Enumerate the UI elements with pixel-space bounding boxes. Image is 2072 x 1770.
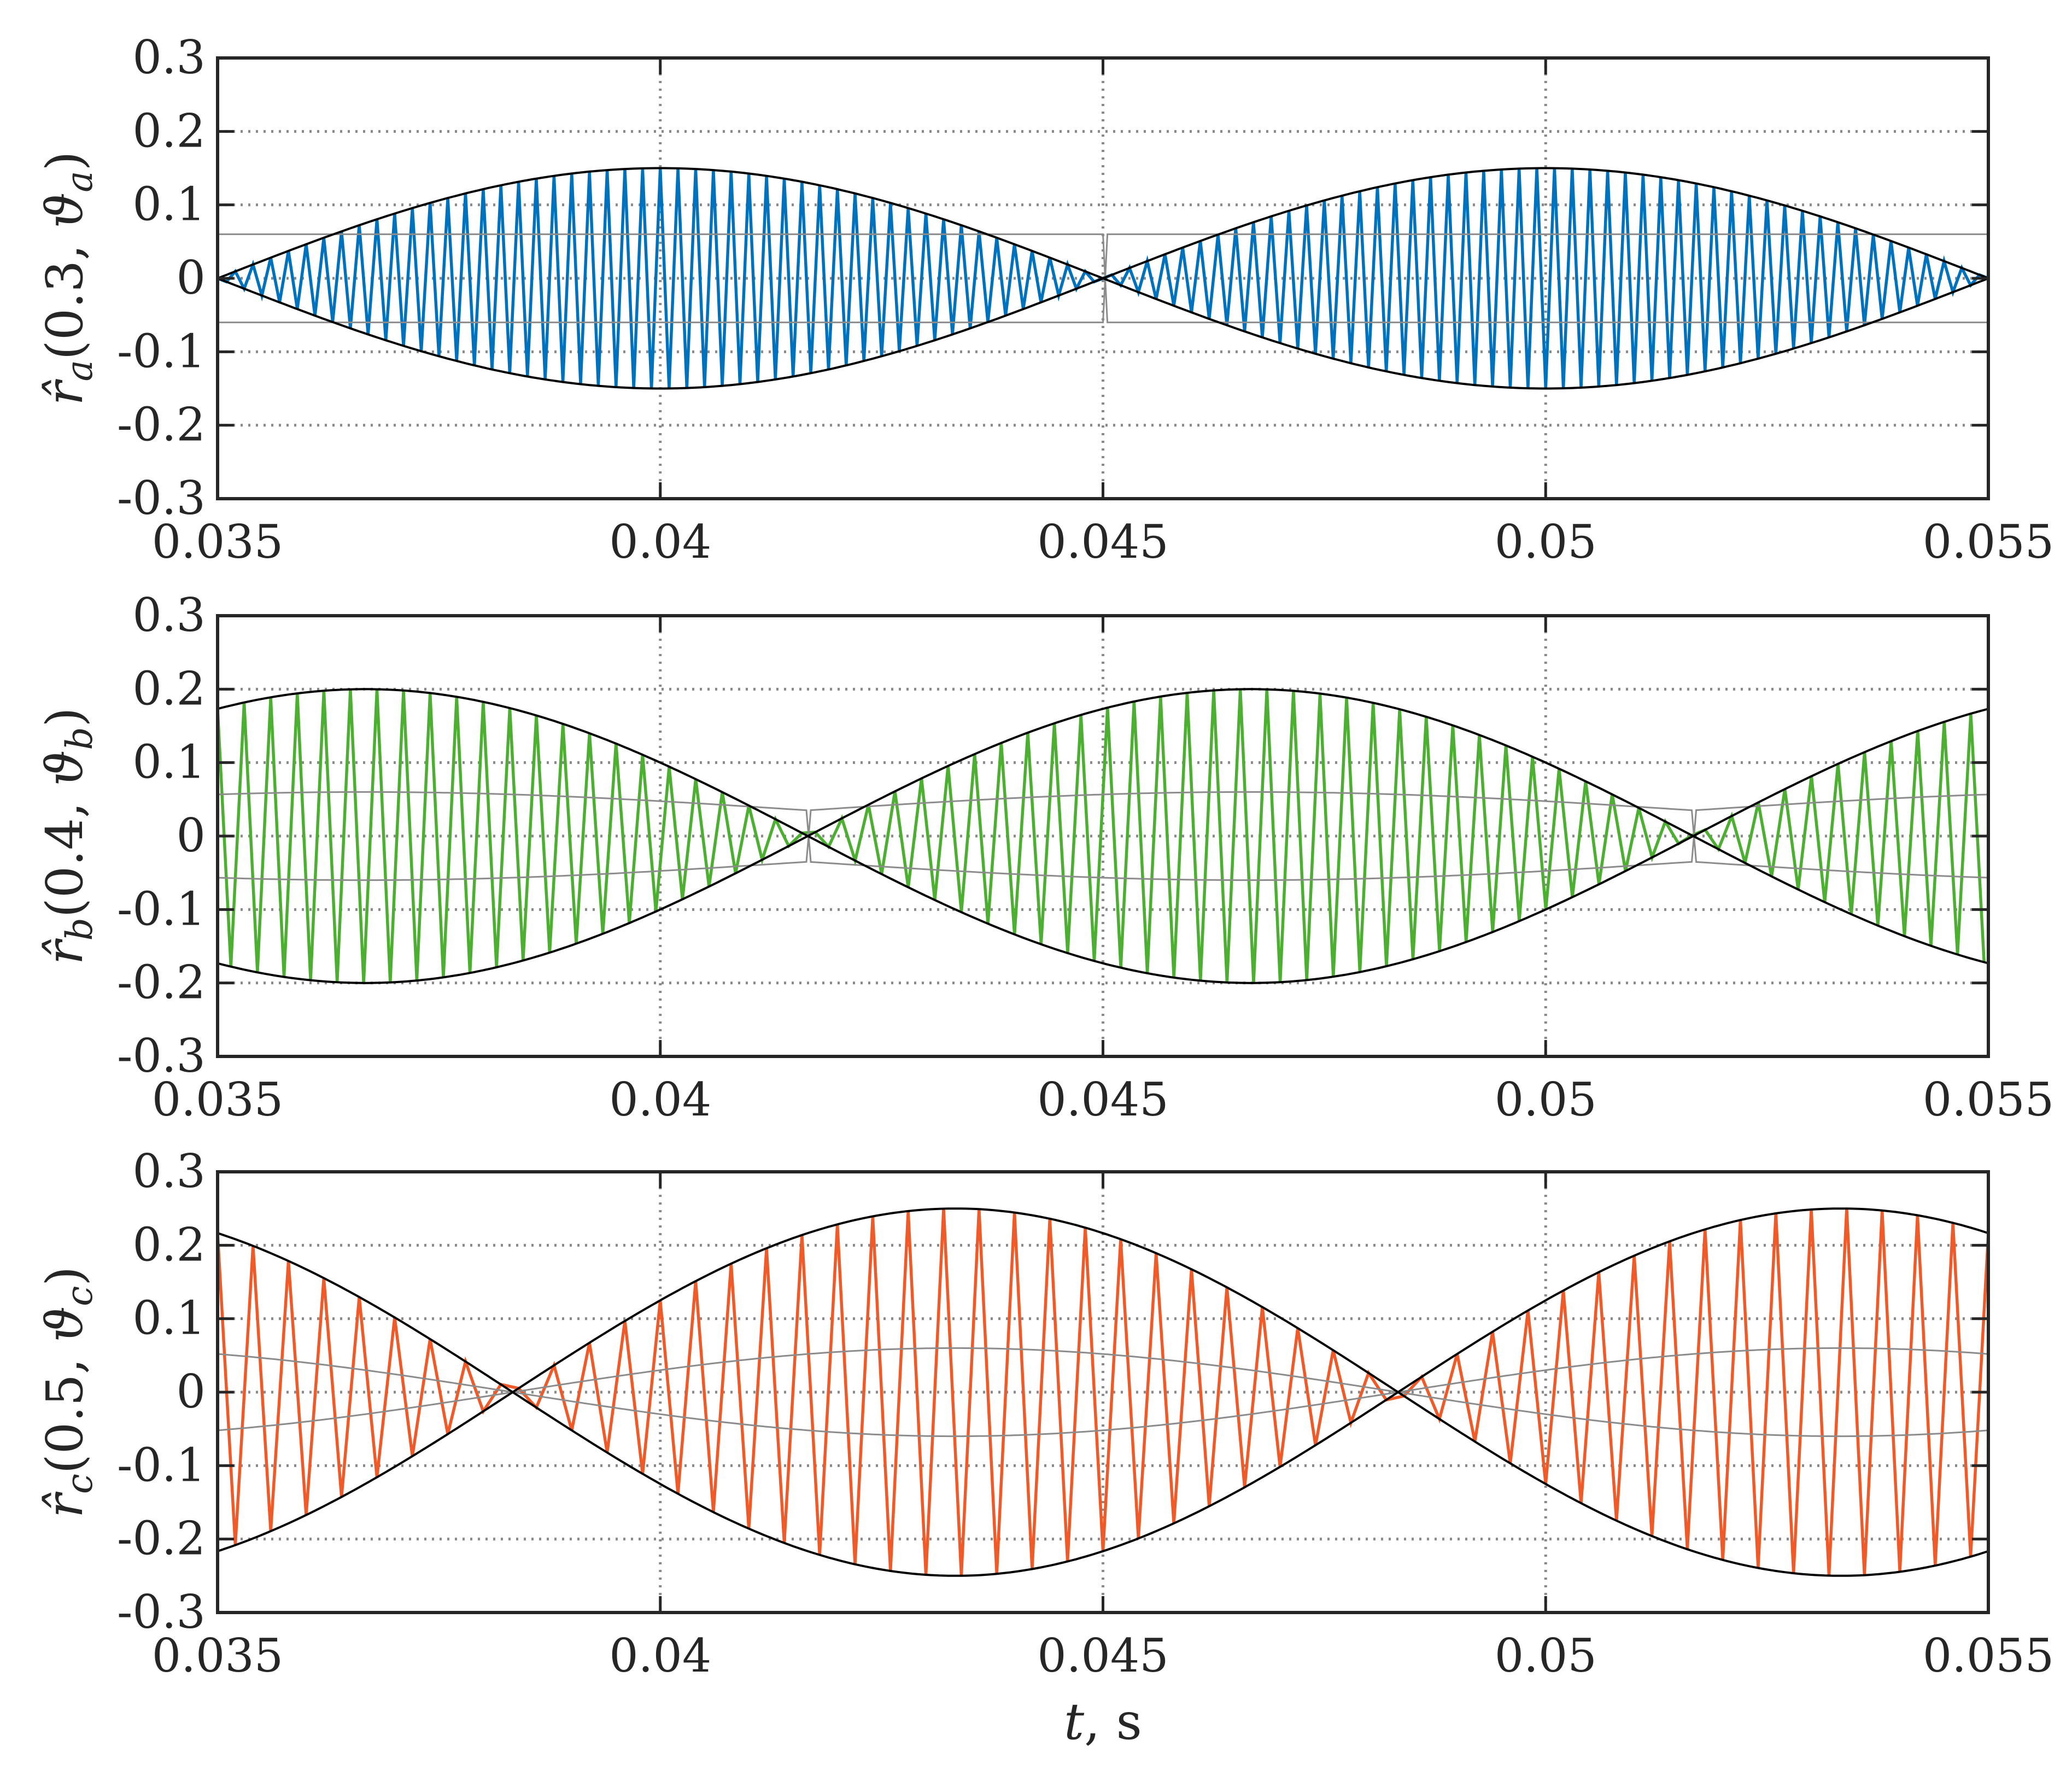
- inner-envelope-line: [218, 791, 1988, 881]
- y-tick-label: 0: [177, 251, 206, 305]
- inner-envelope-line: [218, 233, 1988, 324]
- x-tick-label: 0.055: [1923, 1073, 2054, 1126]
- x-tick-label: 0.045: [1037, 1073, 1168, 1126]
- series-group: [218, 167, 1988, 390]
- x-tick-label: 0.045: [1037, 515, 1168, 569]
- series-group: [218, 1207, 1988, 1577]
- x-axis-label: t, s: [1064, 1692, 1142, 1751]
- x-tick-label: 0.035: [152, 515, 283, 569]
- y-tick-label: 0.3: [132, 588, 206, 642]
- panel-1: 0.035 0.04 0.045 0.05 0.055 0.3 0.2 0.1 0 -0.1 -0.…: [36, 31, 2054, 569]
- y-tick-label: 0: [177, 809, 206, 862]
- x-tick-label: 0.055: [1923, 1629, 2054, 1683]
- panel-2: 0.035 0.04 0.045 0.05 0.055 0.3 0.2 0.1 0 -0.1 -0.…: [36, 588, 2054, 1126]
- y-tick-label: -0.1: [117, 882, 206, 936]
- series-group: [218, 688, 1988, 984]
- panel-3: 0.035 0.04 0.045 0.05 0.055 0.3 0.2 0.1 0 -0.1 -0.…: [36, 1144, 2054, 1751]
- y-tick-label: -0.3: [117, 471, 206, 525]
- y-tick-label: -0.1: [117, 1438, 206, 1492]
- x-tick-label: 0.04: [609, 1629, 711, 1683]
- y-tick-label: 0.2: [132, 662, 206, 715]
- y-tick-label: 0.2: [132, 104, 206, 157]
- y-tick-label: 0.2: [132, 1218, 206, 1271]
- y-axis-label: r̂a(0.3, ϑa): [36, 151, 101, 405]
- inner-envelope-line: [218, 233, 1988, 324]
- y-axis-label: r̂c(0.5, ϑc): [36, 1266, 101, 1518]
- x-tick-label: 0.035: [152, 1073, 283, 1126]
- x-tick-label: 0.045: [1037, 1629, 1168, 1683]
- x-tick-label: 0.05: [1495, 515, 1597, 569]
- y-tick-label: 0: [177, 1365, 206, 1418]
- x-tick-label: 0.04: [609, 515, 711, 569]
- x-tick-label: 0.055: [1923, 515, 2054, 569]
- y-tick-label: -0.2: [117, 398, 206, 452]
- y-tick-label: -0.2: [117, 956, 206, 1009]
- outer-envelope-line: [218, 1207, 1988, 1577]
- y-tick-label: -0.3: [117, 1585, 206, 1639]
- x-tick-label: 0.035: [152, 1629, 283, 1683]
- x-tick-label: 0.05: [1495, 1073, 1597, 1126]
- inner-envelope-line: [218, 791, 1988, 881]
- outer-envelope-line: [218, 688, 1988, 984]
- y-tick-label: 0.3: [132, 1144, 206, 1198]
- y-tick-label: 0.1: [132, 1292, 206, 1345]
- outer-envelope-line: [218, 167, 1988, 390]
- y-tick-label: -0.3: [117, 1029, 206, 1083]
- x-tick-label: 0.05: [1495, 1629, 1597, 1683]
- y-tick-label: 0.1: [132, 178, 206, 231]
- x-tick-label: 0.04: [609, 1073, 711, 1126]
- y-axis-label: r̂b(0.4, ϑb): [36, 708, 101, 965]
- y-tick-label: 0.3: [132, 31, 206, 84]
- y-tick-label: -0.2: [117, 1512, 206, 1565]
- y-tick-label: 0.1: [132, 735, 206, 789]
- y-tick-label: -0.1: [117, 324, 206, 378]
